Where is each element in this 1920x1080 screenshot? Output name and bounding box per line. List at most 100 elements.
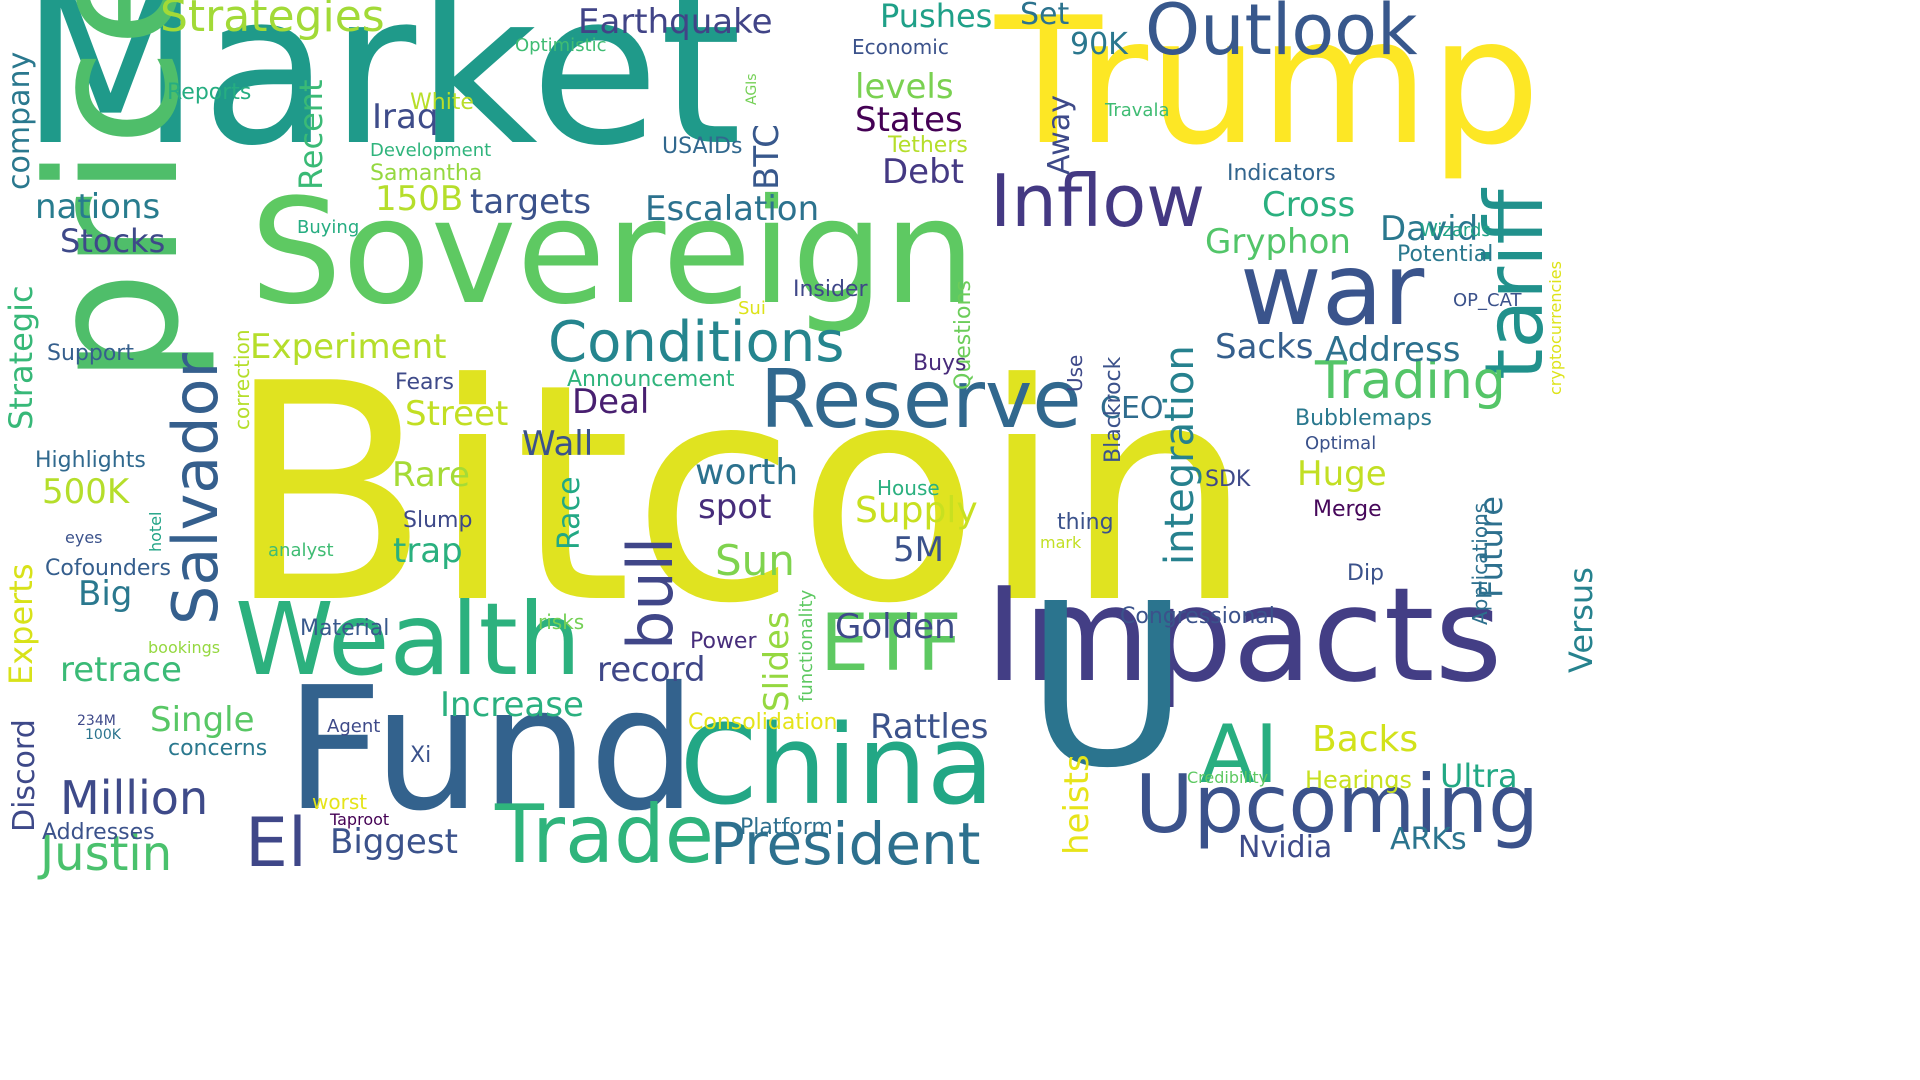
word-hotel: hotel (146, 511, 165, 553)
word-etf: ETF (820, 599, 962, 689)
word-usaids: USAIDs (662, 134, 743, 159)
word-house: House (877, 476, 940, 500)
word-discord: Discord (7, 719, 42, 832)
word-trap: trap (393, 531, 463, 571)
word-samantha: Samantha (370, 161, 483, 186)
word-congressional: Congressional (1120, 604, 1275, 629)
word-states: States (855, 100, 963, 140)
word-consolidation: Consolidation (688, 710, 838, 735)
word-90k: 90K (1070, 27, 1128, 62)
word-wall: Wall (522, 424, 594, 464)
word-pushes: Pushes (880, 0, 993, 35)
word-thing: thing (1057, 510, 1114, 535)
word-earthquake: Earthquake (578, 2, 773, 42)
word-spot: spot (698, 487, 772, 527)
word-indicators: Indicators (1227, 161, 1336, 186)
word-million: Million (60, 771, 209, 825)
word-travala: Travala (1105, 100, 1170, 121)
word-nations: nations (35, 187, 161, 227)
word-experts: Experts (2, 563, 40, 685)
word-cross: Cross (1262, 185, 1356, 225)
word-ai: AI (1200, 708, 1279, 801)
word-fund: Fund (285, 651, 697, 849)
word-use: Use (1063, 354, 1087, 392)
word-race: Race (552, 476, 587, 550)
word-applications: Applications (1468, 502, 1492, 625)
word-el: El (245, 804, 307, 883)
word-trump: Trump (995, 0, 1541, 184)
word-supply: Supply (855, 490, 978, 531)
word-tethers: Tethers (888, 133, 968, 158)
word-record: record (597, 650, 706, 690)
word-retrace: retrace (60, 650, 182, 690)
word-biggest: Biggest (330, 822, 458, 862)
word-worst: worst (312, 790, 368, 814)
word-power: Power (690, 629, 757, 654)
word-sdk: SDK (1205, 467, 1251, 492)
word-optimal: Optimal (1305, 433, 1377, 454)
word-reports: Reports (167, 80, 252, 105)
word-5m: 5M (893, 530, 944, 570)
word-bull: bull (614, 536, 687, 650)
word-levels: levels (855, 67, 954, 107)
word-versus: Versus (1562, 567, 1600, 673)
word-conditions: Conditions (548, 310, 845, 375)
word-inflow: Inflow (990, 159, 1206, 243)
word-analyst: analyst (268, 540, 334, 561)
word-concerns: concerns (168, 736, 268, 761)
word-company: company (2, 51, 37, 190)
word-sovereign: Sovereign (250, 168, 976, 337)
word-bitcoin: Bitcoin (225, 320, 1254, 669)
word-risks: risks (538, 610, 585, 634)
word-xi: Xi (410, 743, 432, 768)
word-arks: ARKs (1390, 822, 1467, 857)
word-optimistic: Optimistic (515, 35, 607, 56)
word-support: Support (47, 341, 134, 366)
word-rattles: Rattles (870, 707, 989, 747)
word-golden: Golden (835, 607, 956, 647)
word-agis: AGIs (744, 73, 760, 105)
word-address: Address (1325, 330, 1461, 370)
word-market: Market (20, 0, 742, 192)
word-bookings: bookings (148, 638, 221, 657)
word-increase: Increase (440, 685, 584, 725)
word-agent: Agent (327, 716, 381, 737)
word-huge: Huge (1297, 454, 1387, 494)
word-op-cat: OP_CAT (1453, 290, 1522, 311)
word-escalation: Escalation (645, 189, 820, 229)
word-experiment: Experiment (250, 327, 447, 367)
word-big: Big (78, 574, 133, 614)
word-hearings: Hearings (1305, 766, 1413, 794)
word-wealth: Wealth (235, 581, 582, 698)
word-integration: integration (1157, 345, 1203, 565)
word-away: Away (1042, 95, 1077, 175)
word-justin: Justin (40, 826, 173, 882)
word-iraq: Iraq (372, 97, 439, 137)
word-eyes: eyes (65, 528, 103, 547)
word-david: David (1380, 209, 1479, 249)
word-sui: Sui (738, 298, 766, 319)
word-platform: Platform (740, 815, 833, 840)
word-backs: Backs (1312, 719, 1419, 760)
word-wizards: Wizards (1420, 220, 1491, 241)
word-strategies: Strategies (160, 0, 385, 42)
word-deal: Deal (572, 382, 650, 422)
word-reserve: Reserve (760, 353, 1082, 446)
word-dip: Dip (1347, 561, 1385, 586)
word-rare: Rare (392, 455, 470, 495)
word-correction: correction (230, 329, 254, 431)
word-cryptocurrencies: cryptocurrencies (1546, 261, 1565, 395)
word-buying: Buying (297, 217, 360, 238)
word-salvador: Salvador (159, 352, 232, 625)
word-china: China (680, 701, 995, 829)
word-announcement: Announcement (567, 367, 735, 392)
word-material: Material (300, 616, 390, 641)
word-stocks: Stocks (60, 222, 166, 260)
word-mark: mark (1040, 533, 1082, 552)
word-150b: 150B (375, 179, 464, 219)
word-upcoming: Upcoming (1135, 758, 1539, 851)
word-cofounders: Cofounders (45, 556, 171, 581)
word-buys: Buys (913, 351, 967, 376)
word-recent: Recent (292, 79, 330, 190)
